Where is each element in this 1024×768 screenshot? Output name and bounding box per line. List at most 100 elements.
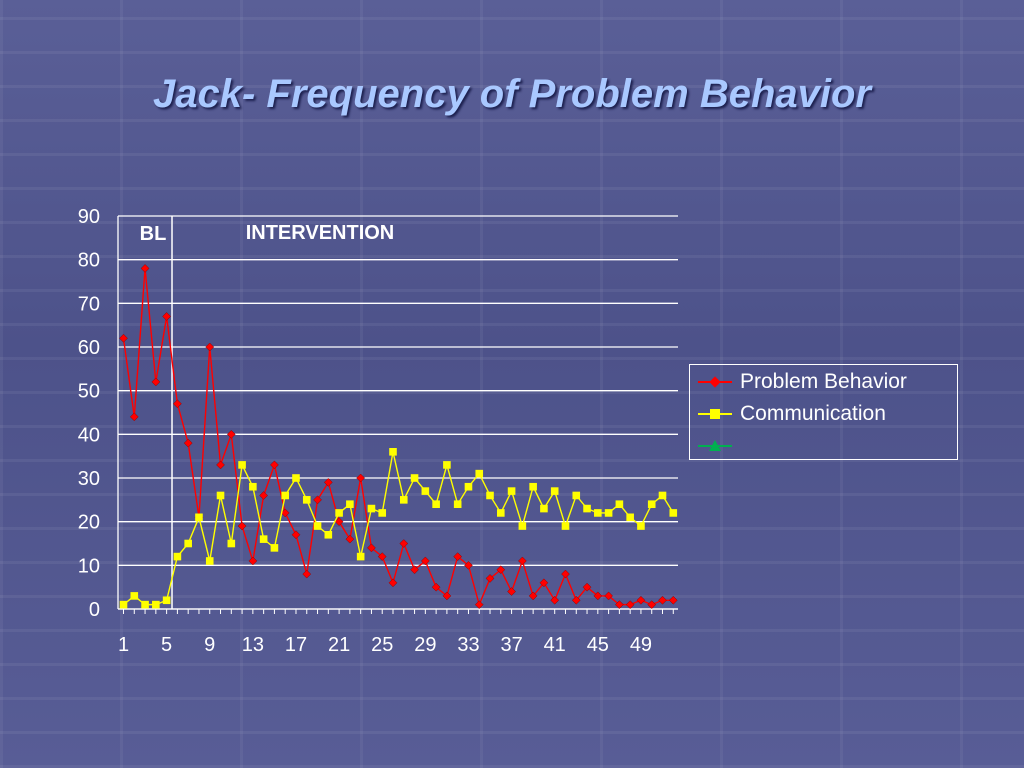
y-tick-label: 90 xyxy=(78,206,100,228)
data-point-problem-behavior xyxy=(399,539,409,548)
data-point-communication xyxy=(507,487,516,495)
data-point-communication xyxy=(583,504,591,513)
y-tick-label: 70 xyxy=(78,293,100,315)
data-point-communication xyxy=(162,596,171,605)
data-point-problem-behavior xyxy=(582,582,592,592)
y-tick-label: 10 xyxy=(78,555,100,577)
data-point-problem-behavior xyxy=(323,478,333,487)
legend-label: Problem Behavior xyxy=(740,370,907,393)
data-point-communication xyxy=(281,491,289,500)
data-point-problem-behavior xyxy=(615,600,624,609)
data-point-communication xyxy=(238,461,246,469)
data-point-communication xyxy=(119,600,128,609)
data-point-communication xyxy=(195,513,203,522)
data-point-communication xyxy=(141,600,149,609)
data-point-communication xyxy=(367,504,376,513)
legend-marker-diamond-icon xyxy=(698,374,732,390)
data-point-communication xyxy=(486,491,494,500)
data-point-communication xyxy=(249,482,257,491)
legend-label: Communication xyxy=(740,402,886,425)
data-point-communication xyxy=(410,474,419,482)
data-point-communication xyxy=(658,491,667,500)
data-point-communication xyxy=(518,522,527,530)
data-point-problem-behavior xyxy=(119,333,128,343)
data-point-communication xyxy=(389,448,397,456)
data-point-problem-behavior xyxy=(151,377,161,387)
data-point-problem-behavior xyxy=(226,429,236,439)
data-point-communication xyxy=(604,509,613,517)
data-point-communication xyxy=(464,482,473,491)
data-point-problem-behavior xyxy=(162,312,171,321)
phase-label-intervention: INTERVENTION xyxy=(246,222,395,244)
data-point-communication xyxy=(529,482,537,491)
data-point-problem-behavior xyxy=(442,591,452,601)
data-point-problem-behavior xyxy=(356,473,366,483)
data-point-problem-behavior xyxy=(410,565,419,575)
data-point-problem-behavior xyxy=(658,595,667,605)
x-tick-label: 37 xyxy=(500,634,522,656)
data-point-communication xyxy=(550,487,559,495)
data-point-communication xyxy=(669,509,678,517)
data-point-communication xyxy=(378,509,387,517)
y-tick-label: 0 xyxy=(89,599,100,621)
data-point-communication xyxy=(227,539,236,548)
data-point-communication xyxy=(152,600,160,609)
data-point-problem-behavior xyxy=(291,530,301,540)
data-point-problem-behavior xyxy=(183,438,193,448)
data-point-problem-behavior xyxy=(485,574,495,583)
y-tick-label: 40 xyxy=(78,424,100,446)
y-tick-label: 60 xyxy=(78,337,100,359)
x-tick-label: 29 xyxy=(414,634,436,656)
legend-item-third-series xyxy=(698,431,740,461)
data-point-communication xyxy=(594,509,602,517)
data-point-problem-behavior xyxy=(453,552,463,561)
data-point-problem-behavior xyxy=(668,595,678,605)
data-point-communication xyxy=(540,504,548,513)
data-point-communication xyxy=(346,500,354,508)
series-line-1 xyxy=(122,268,674,607)
x-tick-label: 45 xyxy=(587,634,609,656)
legend-item-problem-behavior: Problem Behavior xyxy=(698,367,907,397)
data-point-problem-behavior xyxy=(647,600,657,609)
data-point-communication xyxy=(184,539,192,548)
data-point-problem-behavior xyxy=(507,587,516,596)
x-tick-label: 1 xyxy=(118,634,129,656)
x-tick-label: 49 xyxy=(630,634,652,656)
x-tick-label: 41 xyxy=(544,634,566,656)
legend-marker-triangle-icon xyxy=(698,438,732,454)
y-tick-label: 50 xyxy=(78,381,100,403)
y-tick-label: 20 xyxy=(78,512,100,534)
data-point-communication xyxy=(475,469,484,478)
data-point-problem-behavior xyxy=(496,565,506,575)
x-tick-label: 5 xyxy=(161,634,172,656)
data-point-communication xyxy=(626,513,634,522)
data-point-problem-behavior xyxy=(474,600,484,609)
data-point-problem-behavior xyxy=(464,560,473,570)
data-point-problem-behavior xyxy=(173,399,182,409)
data-point-communication xyxy=(313,522,322,530)
x-tick-label: 21 xyxy=(328,634,350,656)
data-point-communication xyxy=(561,522,570,530)
phase-label-baseline: BL xyxy=(140,223,167,245)
data-point-problem-behavior xyxy=(518,556,527,566)
data-point-communication xyxy=(399,496,408,504)
data-point-problem-behavior xyxy=(604,591,613,601)
data-point-communication xyxy=(421,487,430,495)
data-point-problem-behavior xyxy=(539,578,549,588)
data-point-problem-behavior xyxy=(571,595,581,605)
series-line-2 xyxy=(123,451,674,606)
data-point-communication xyxy=(453,500,462,508)
data-point-problem-behavior xyxy=(388,578,398,588)
x-tick-label: 13 xyxy=(242,634,264,656)
data-point-communication xyxy=(205,557,214,565)
data-point-communication xyxy=(259,535,268,543)
data-point-problem-behavior xyxy=(259,491,268,500)
x-tick-label: 33 xyxy=(457,634,479,656)
data-point-problem-behavior xyxy=(205,342,215,352)
data-point-problem-behavior xyxy=(625,600,635,609)
data-point-problem-behavior xyxy=(140,264,150,273)
data-point-problem-behavior xyxy=(345,534,355,544)
slide-title: Jack- Frequency of Problem Behavior xyxy=(152,72,871,116)
